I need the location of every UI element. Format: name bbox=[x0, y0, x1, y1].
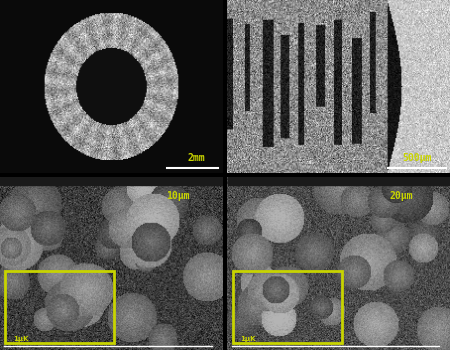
Text: 1μK: 1μK bbox=[14, 336, 29, 342]
Bar bbox=[5, 271, 114, 343]
Text: 2mm: 2mm bbox=[187, 153, 205, 163]
Text: 500μm: 500μm bbox=[402, 153, 431, 163]
Text: 10μm: 10μm bbox=[166, 191, 190, 201]
Text: 1μK: 1μK bbox=[241, 336, 256, 342]
Bar bbox=[233, 271, 342, 343]
Bar bbox=[0, 177, 223, 185]
Bar bbox=[228, 177, 450, 185]
Text: 20μm: 20μm bbox=[389, 191, 413, 201]
